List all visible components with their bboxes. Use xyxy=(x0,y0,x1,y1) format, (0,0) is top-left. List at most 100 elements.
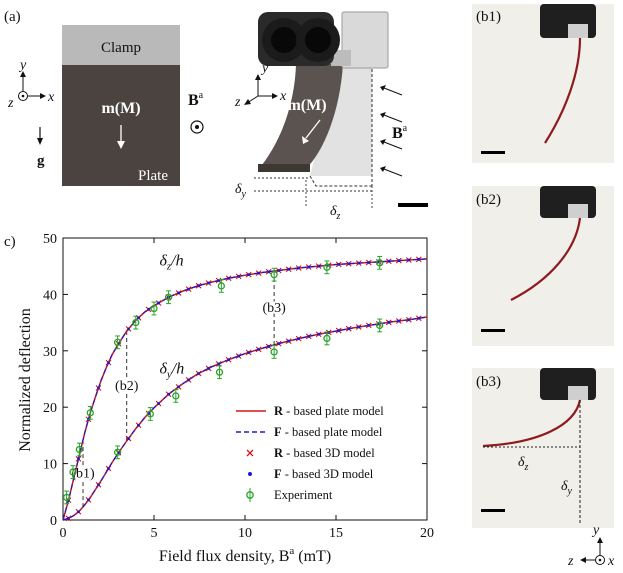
experiment-point xyxy=(270,348,278,356)
marker-F-3d xyxy=(307,335,311,338)
plate-label: Plate xyxy=(138,168,168,184)
marker-F-3d xyxy=(277,269,281,272)
marker-F-3d xyxy=(227,358,231,362)
marker-F-3d xyxy=(197,284,200,288)
b3-axis-x: x xyxy=(607,554,615,569)
b3-delta-y: δy xyxy=(561,479,573,497)
experiment-point xyxy=(323,263,331,271)
marker-F-3d xyxy=(337,329,341,332)
axes-triad-b3 xyxy=(580,537,605,565)
marker-F-3d xyxy=(347,262,351,266)
marker-F-3d xyxy=(107,467,110,470)
field-arrows-photo xyxy=(380,85,403,177)
marker-F-3d xyxy=(397,319,401,323)
panel-b2 xyxy=(472,186,614,346)
x-tick-label: 20 xyxy=(420,526,434,541)
marker-F-3d xyxy=(157,301,160,305)
experiment-point xyxy=(86,409,94,417)
marker-F-3d xyxy=(417,257,421,261)
experiment-point xyxy=(146,410,155,418)
experiment-point xyxy=(376,259,384,267)
scale-bar-photo xyxy=(398,203,428,207)
y-tick-label: 40 xyxy=(43,288,57,303)
series-line-F-plate xyxy=(62,258,428,521)
x-tick-label: 5 xyxy=(151,526,158,541)
annotation-label: (b3) xyxy=(262,301,286,316)
marker-F-3d xyxy=(107,361,110,365)
marker-F-3d xyxy=(347,327,351,331)
marker-F-3d xyxy=(267,345,271,348)
deflection-chart: 0 5 10 15 2001020304050(b1)(b2)(b3)δz/hδy/hR… xyxy=(43,232,434,541)
experiment-point xyxy=(62,493,71,502)
field-label-photo: Ba xyxy=(392,123,408,142)
panel-label-c: c) xyxy=(4,234,16,250)
y-tick-label: 20 xyxy=(43,401,57,416)
photo-axis-y: y xyxy=(260,61,269,76)
curve-label: δz/h xyxy=(159,252,183,272)
marker-F-3d xyxy=(157,402,160,405)
marker-F-3d xyxy=(357,261,361,265)
marker-F-3d xyxy=(247,273,251,277)
panel-label-b3: (b3) xyxy=(476,374,501,390)
marker-F-3d xyxy=(257,271,261,275)
x-tick-label: 15 xyxy=(329,526,343,541)
experiment-point xyxy=(164,293,173,301)
marker-F-3d xyxy=(337,262,341,266)
experiment-point xyxy=(323,334,331,343)
photo-magnetization-arrow xyxy=(305,119,321,139)
marker-F-3d xyxy=(187,378,190,382)
marker-F-3d xyxy=(217,362,221,366)
marker-F-3d xyxy=(147,308,150,311)
legend-swatch xyxy=(246,491,254,499)
clamp-label: Clamp xyxy=(101,40,141,56)
photo-axis-x: x xyxy=(279,89,287,104)
legend-entry: R - based plate model xyxy=(274,404,384,418)
marker-F-3d xyxy=(137,423,140,427)
field-out-of-page-icon xyxy=(190,120,204,134)
legend-entry: R - based 3D model xyxy=(274,446,375,460)
gravity-label: g xyxy=(37,153,45,169)
marker-F-3d xyxy=(167,392,170,396)
photo-delta-y: δy xyxy=(235,182,247,200)
marker-F-3d xyxy=(97,483,100,487)
deflected-plate-photo xyxy=(258,11,389,187)
axis-z-label-a: z xyxy=(7,96,14,111)
marker-F-3d xyxy=(207,367,211,370)
gravity-arrowhead xyxy=(37,138,43,145)
curve-label: δy/h xyxy=(159,360,184,380)
marker-F-3d xyxy=(407,318,411,322)
experiment-point xyxy=(172,392,180,400)
experiment-point xyxy=(150,304,158,313)
delta-guides-photo xyxy=(254,177,373,208)
marker-F-3d xyxy=(357,325,361,329)
marker-F-3d xyxy=(367,261,371,264)
b3-axis-z: z xyxy=(567,554,574,569)
experiment-point xyxy=(215,368,224,376)
legend-swatch xyxy=(248,472,252,476)
marker-F-3d xyxy=(387,320,391,324)
legend-entry: F - based plate model xyxy=(274,425,383,439)
marker-F-3d xyxy=(227,276,231,280)
marker-F-3d xyxy=(287,339,291,343)
marker-F-3d xyxy=(267,270,271,274)
marker-F-3d xyxy=(287,267,291,271)
panel-label-b1: (b1) xyxy=(476,9,501,25)
experiment-point xyxy=(75,445,84,454)
photo-delta-z: δz xyxy=(330,204,341,222)
marker-F-3d xyxy=(87,498,90,502)
experiment-point xyxy=(132,318,140,327)
y-tick-label: 30 xyxy=(43,345,57,360)
marker-F-3d xyxy=(297,266,301,270)
experiment-point xyxy=(113,338,122,346)
chart-ylabel: Normalized deflection xyxy=(17,308,34,452)
marker-F-3d xyxy=(97,386,100,390)
panel-label-a: (a) xyxy=(4,9,21,25)
marker-F-3d xyxy=(177,291,180,295)
x-tick-label: 10 xyxy=(238,526,252,541)
legend-swatch xyxy=(246,449,254,457)
magnetization-label: m(M) xyxy=(101,100,140,117)
axis-x-label-a: x xyxy=(47,90,55,105)
axis-y-label-a: y xyxy=(18,58,27,73)
marker-F-3d xyxy=(387,259,391,263)
